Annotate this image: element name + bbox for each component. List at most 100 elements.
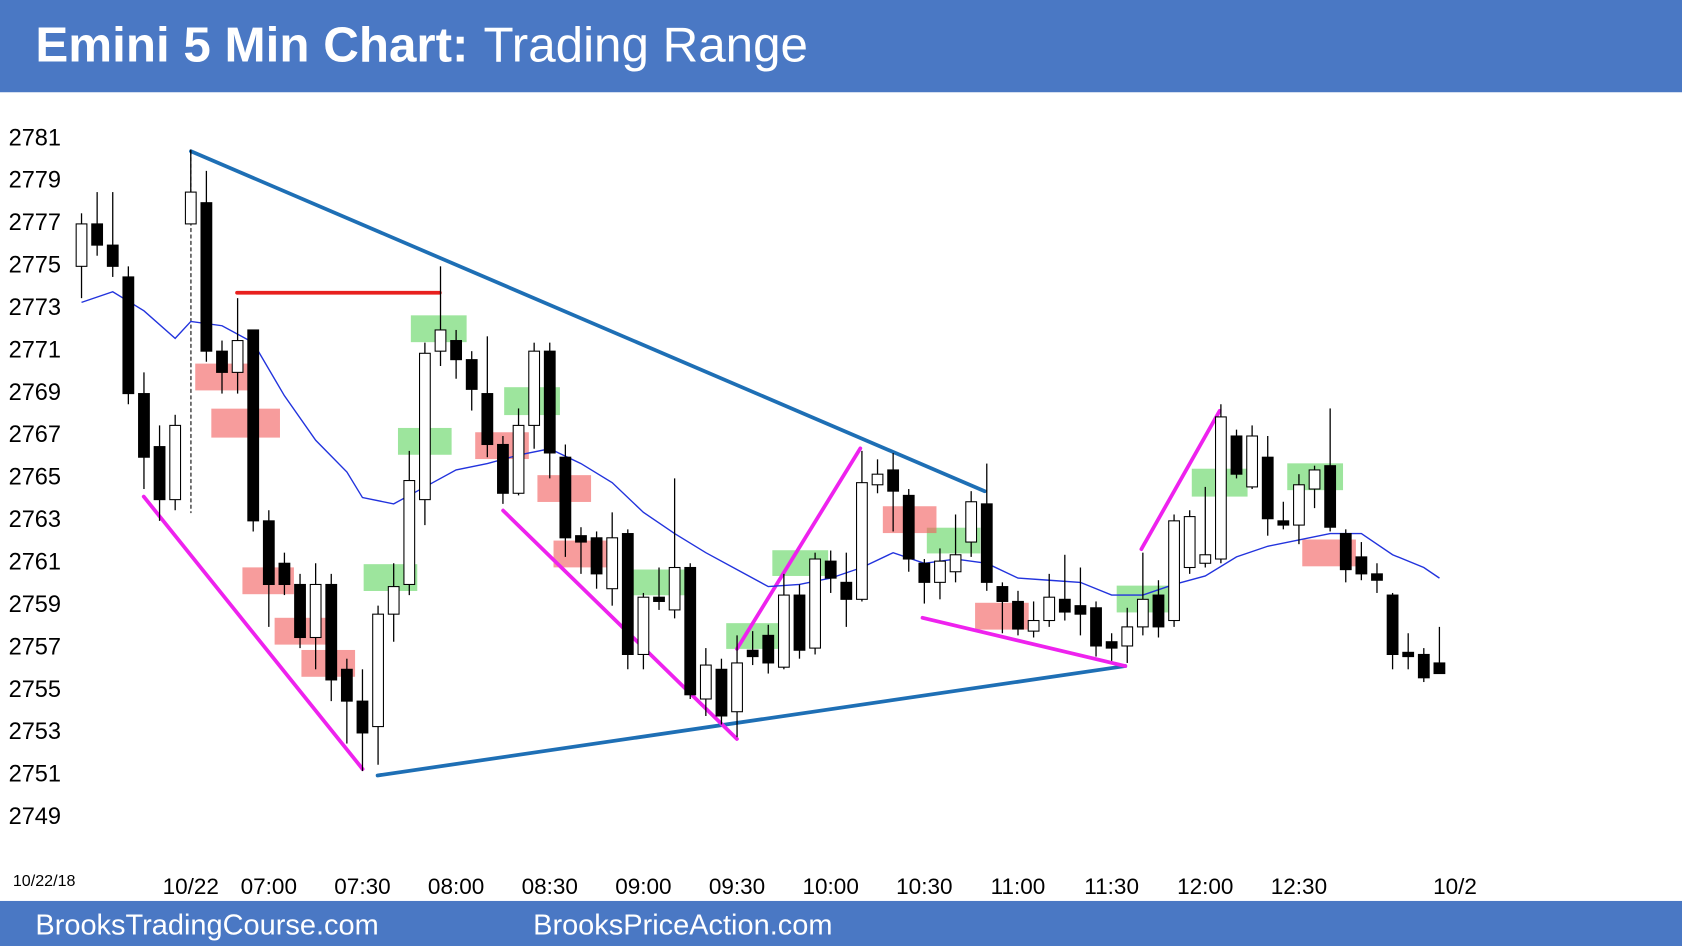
candle-body xyxy=(153,446,166,501)
candle-body xyxy=(1261,456,1274,520)
candle-body xyxy=(887,469,900,492)
candle-body xyxy=(434,329,447,352)
x-tick-label: 12:30 xyxy=(1271,874,1327,899)
candle-body xyxy=(1308,469,1321,490)
x-tick-label: 10/22 xyxy=(163,874,219,899)
footer-bar xyxy=(0,900,1682,946)
x-tick-label: 07:30 xyxy=(334,874,390,899)
candle-body xyxy=(309,583,322,639)
candle-body xyxy=(606,537,619,590)
candle-body xyxy=(1246,435,1259,488)
candle-body xyxy=(138,393,150,458)
y-tick-label: 2775 xyxy=(9,252,61,278)
header-bar xyxy=(0,0,1682,93)
candle-body xyxy=(621,533,634,655)
candle-body xyxy=(1027,619,1040,632)
candle-body xyxy=(699,664,712,700)
candle-body xyxy=(1371,573,1383,581)
title: Emini 5 Min Chart: xyxy=(35,17,468,72)
candle-body xyxy=(481,393,494,446)
footer-left: BrooksTradingCourse.com xyxy=(35,909,378,941)
trend-lines xyxy=(141,149,1222,778)
candle-body xyxy=(403,480,416,586)
candle-body xyxy=(450,340,463,361)
candle-body xyxy=(1152,594,1165,628)
candle-body xyxy=(200,202,213,352)
x-tick-label: 10/2 xyxy=(1433,874,1477,899)
candle-body xyxy=(497,443,509,494)
y-tick-label: 2765 xyxy=(9,464,61,490)
candle-body xyxy=(668,566,681,611)
candle-body xyxy=(871,473,884,486)
candle-body xyxy=(122,276,135,395)
candle-body xyxy=(1074,605,1087,615)
trend-line xyxy=(920,615,1128,668)
x-tick-label: 09:00 xyxy=(615,874,671,899)
x-tick-label: 08:30 xyxy=(522,874,578,899)
trend-line xyxy=(189,149,987,494)
candle-body xyxy=(184,191,197,225)
y-tick-label: 2757 xyxy=(9,633,61,659)
y-tick-label: 2781 xyxy=(9,124,61,150)
candle-body xyxy=(106,244,119,267)
x-tick-label: 11:00 xyxy=(991,874,1046,899)
candle-body xyxy=(340,668,353,702)
candle-body xyxy=(1293,484,1305,526)
y-tick-label: 2779 xyxy=(9,167,61,193)
candle-body xyxy=(231,340,244,373)
footer-right: BrooksPriceAction.com xyxy=(533,909,832,941)
y-tick-label: 2755 xyxy=(9,676,61,702)
candle-body xyxy=(278,562,291,586)
trend-line xyxy=(501,508,739,741)
candle-body xyxy=(902,494,915,560)
candle-body xyxy=(1417,653,1430,679)
candle-body xyxy=(294,583,306,639)
candle-body xyxy=(1121,626,1134,647)
x-tick-label: 10:30 xyxy=(896,874,952,899)
trend-line xyxy=(1139,408,1222,552)
y-tick-label: 2763 xyxy=(9,506,61,532)
candle-body xyxy=(465,359,478,390)
candle-body xyxy=(746,649,759,658)
subtitle: Trading Range xyxy=(483,17,808,72)
candle-body xyxy=(840,581,853,600)
candle-body xyxy=(934,560,946,583)
candle-body xyxy=(824,560,837,579)
candle-body xyxy=(731,662,743,713)
candle-body xyxy=(1090,607,1102,647)
candle-body xyxy=(996,586,1009,602)
candle-body xyxy=(777,594,790,668)
candle-body xyxy=(1355,556,1368,575)
candle-body xyxy=(543,350,556,454)
candle-body xyxy=(637,596,650,655)
y-tick-label: 2767 xyxy=(9,421,61,447)
x-tick-label: 09:30 xyxy=(709,874,765,899)
candle-body xyxy=(325,583,338,681)
candle-body xyxy=(1339,533,1352,571)
y-tick-label: 2759 xyxy=(9,591,61,617)
candle-body xyxy=(575,535,587,543)
candle-body xyxy=(1324,465,1337,528)
chart-title: Emini 5 Min Chart: Trading Range xyxy=(35,17,808,72)
candle-body xyxy=(1214,416,1227,560)
candle-body xyxy=(1183,516,1196,569)
y-tick-label: 2773 xyxy=(9,294,61,320)
candle-body xyxy=(1043,596,1056,622)
candle-body xyxy=(590,537,603,575)
y-tick-label: 2771 xyxy=(9,336,61,362)
y-tick-label: 2761 xyxy=(9,548,61,574)
x-tick-label: 12:00 xyxy=(1177,874,1233,899)
candle-body xyxy=(1386,594,1399,655)
candle-body xyxy=(169,424,182,501)
candle-body xyxy=(1402,651,1415,658)
date-label: 10/22/18 xyxy=(13,872,76,890)
candle-body xyxy=(918,562,931,583)
x-tick-label: 11:30 xyxy=(1084,874,1139,899)
candle-body xyxy=(512,424,525,494)
y-tick-label: 2777 xyxy=(9,209,61,235)
y-tick-label: 2753 xyxy=(9,718,61,744)
trend-line xyxy=(375,664,1128,778)
candle-body xyxy=(528,350,541,426)
candle-body xyxy=(1058,598,1071,613)
